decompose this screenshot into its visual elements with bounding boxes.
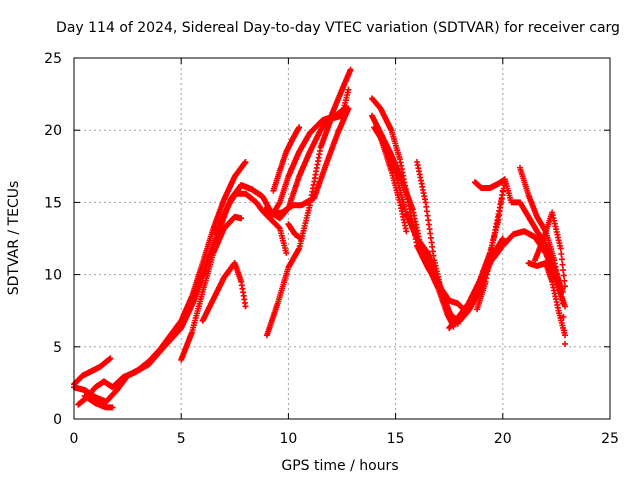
series-markers-trace-6 <box>199 260 249 324</box>
y-tick-label-0: 0 <box>53 412 62 428</box>
y-tick-label-2: 10 <box>44 268 62 284</box>
x-tick-label-5: 25 <box>601 431 619 447</box>
y-axis-title: SDTVAR / TECUs <box>6 181 22 296</box>
series-markers-trace-11 <box>268 104 350 220</box>
axis-ticks: 0 5 10 15 20 25 0 5 10 15 20 25 <box>44 51 619 447</box>
series-trace-12 <box>270 124 303 194</box>
series-trace-11 <box>268 104 350 220</box>
series-markers-trace-17 <box>377 134 410 235</box>
data-series <box>71 66 568 411</box>
x-axis-title: GPS time / hours <box>281 458 398 474</box>
x-tick-label-3: 15 <box>387 431 405 447</box>
series-markers-trace-5 <box>178 213 245 363</box>
series-markers-trace-14 <box>369 95 470 316</box>
series-trace-5 <box>178 213 245 363</box>
y-tick-label-1: 5 <box>53 340 62 356</box>
y-tick-label-4: 20 <box>44 123 62 139</box>
series-markers-trace-25 <box>532 209 568 290</box>
series-trace-4 <box>81 392 116 411</box>
series-markers-trace-12 <box>270 124 303 194</box>
series-markers-trace-4 <box>81 392 116 411</box>
series-markers-trace-24 <box>525 260 568 339</box>
series-trace-6 <box>199 260 249 324</box>
y-tick-label-3: 15 <box>44 195 62 211</box>
series-markers-trace-13 <box>285 221 305 242</box>
x-tick-label-2: 10 <box>279 431 297 447</box>
series-trace-14 <box>369 95 470 316</box>
series-trace-25 <box>532 209 568 290</box>
x-tick-label-1: 5 <box>177 431 186 447</box>
y-tick-label-5: 25 <box>44 51 62 67</box>
x-tick-label-0: 0 <box>70 431 79 447</box>
series-trace-13 <box>285 221 305 242</box>
plot-frame <box>73 57 611 420</box>
chart-title: Day 114 of 2024, Sidereal Day-to-day VTE… <box>56 20 620 36</box>
x-tick-label-4: 20 <box>494 431 512 447</box>
series-trace-24 <box>525 260 568 339</box>
series-trace-17 <box>377 134 410 235</box>
